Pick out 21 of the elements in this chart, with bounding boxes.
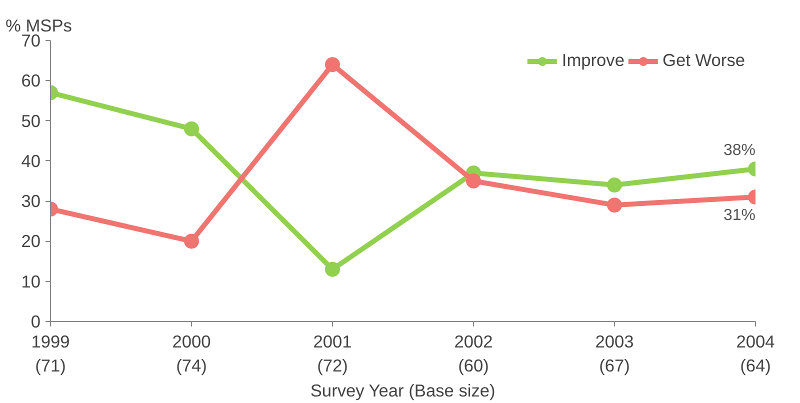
data-label: 31% [723, 207, 756, 224]
y-tick-label: 50 [21, 110, 41, 131]
y-tick-label: 30 [21, 191, 41, 212]
x-axis-title: Survey Year (Base size) [310, 380, 496, 400]
data-label: 38% [723, 142, 756, 159]
y-tick-label: 0 [30, 312, 41, 332]
x-tick-label: 2004 (64) [736, 332, 776, 376]
point [325, 262, 340, 277]
x-tick-label: 1999 (71) [31, 332, 70, 376]
point [466, 174, 481, 188]
x-tick-label: 2003 (67) [595, 332, 634, 376]
x-tick-label: 2002 (60) [454, 332, 493, 376]
x-tick-label: 2001 (72) [313, 332, 352, 376]
x-tick-label: 2000 (74) [172, 332, 211, 376]
legend-label: Improve [562, 50, 624, 71]
y-tick-label: 10 [21, 271, 41, 292]
legend-label: Get Worse [662, 50, 745, 71]
y-tick-label: 20 [21, 231, 41, 252]
point [325, 57, 340, 72]
y-tick-label: 40 [21, 150, 41, 171]
y-tick-label: 60 [21, 70, 41, 91]
